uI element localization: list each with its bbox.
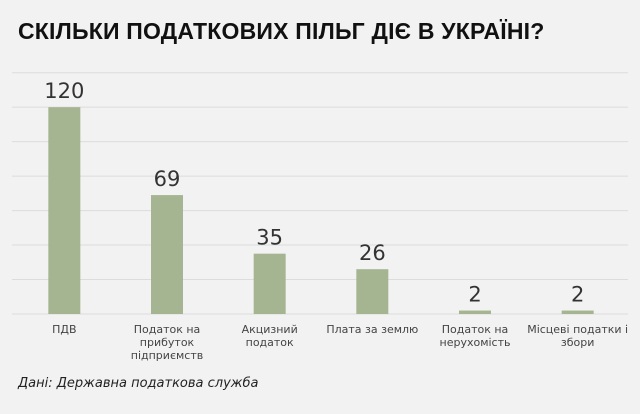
x-tick-label: Місцеві податки і збори bbox=[527, 323, 628, 349]
x-tick-label: Акцизний податок bbox=[242, 323, 298, 349]
data-label: 69 bbox=[154, 167, 181, 191]
bar bbox=[151, 195, 183, 314]
x-tick-label: Податок на прибуток підприємств bbox=[131, 323, 203, 362]
bar bbox=[459, 310, 491, 314]
data-label: 120 bbox=[44, 79, 84, 103]
data-label: 2 bbox=[571, 283, 584, 307]
bar bbox=[561, 310, 594, 314]
data-label: 2 bbox=[468, 283, 481, 307]
data-label: 35 bbox=[256, 226, 283, 250]
x-tick-label: Податок на нерухомість bbox=[440, 323, 511, 349]
bar bbox=[356, 269, 389, 314]
x-tick-label: Плата за землю bbox=[326, 323, 418, 336]
chart-title: СКІЛЬКИ ПОДАТКОВИХ ПІЛЬГ ДІЄ В УКРАЇНІ? bbox=[18, 18, 545, 44]
source-note: Дані: Державна податкова служба bbox=[18, 376, 259, 391]
data-label: 26 bbox=[359, 241, 386, 265]
bar bbox=[48, 107, 81, 315]
bar bbox=[253, 253, 286, 314]
x-tick-label: ПДВ bbox=[52, 323, 76, 336]
